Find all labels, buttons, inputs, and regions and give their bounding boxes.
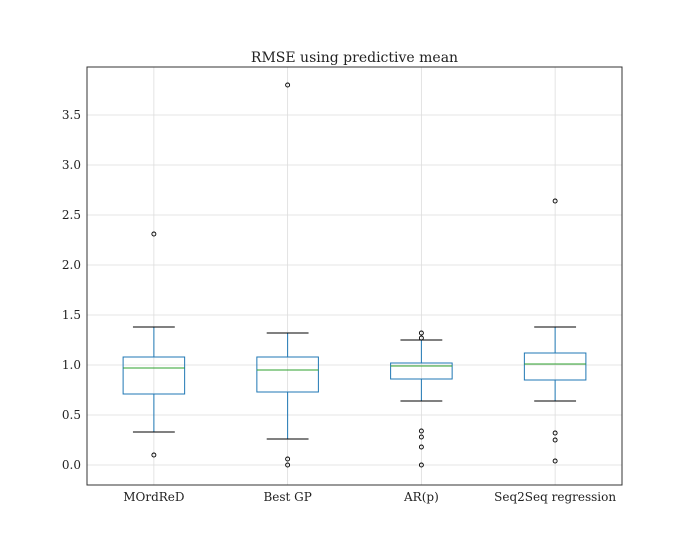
outlier-point bbox=[552, 198, 558, 204]
box bbox=[523, 352, 587, 381]
y-tick-label: 2.5 bbox=[62, 208, 81, 222]
x-tick-label: AR(p) bbox=[403, 490, 439, 504]
outlier-point bbox=[418, 434, 424, 440]
outlier-point bbox=[285, 82, 291, 88]
box bbox=[256, 356, 319, 393]
outlier-point bbox=[151, 452, 157, 458]
axes-frame bbox=[86, 66, 623, 486]
chart-title: RMSE using predictive mean bbox=[251, 50, 458, 66]
y-tick-label: 0.0 bbox=[62, 458, 81, 472]
x-tick-label: Seq2Seq regression bbox=[494, 490, 616, 504]
outlier-point bbox=[418, 330, 424, 336]
y-tick-label: 3.5 bbox=[62, 108, 81, 122]
outlier-point bbox=[552, 430, 558, 436]
outlier-point bbox=[285, 462, 291, 468]
x-tick-label: Best GP bbox=[263, 490, 311, 504]
y-tick-label: 0.5 bbox=[62, 408, 81, 422]
y-tick-label: 1.0 bbox=[62, 358, 81, 372]
outlier-point bbox=[418, 462, 424, 468]
outlier-point bbox=[418, 428, 424, 434]
x-tick-label: MOrdReD bbox=[123, 490, 184, 504]
outlier-point bbox=[418, 335, 424, 341]
outlier-point bbox=[418, 444, 424, 450]
y-tick-label: 1.5 bbox=[62, 308, 81, 322]
outlier-point bbox=[552, 458, 558, 464]
y-tick-label: 2.0 bbox=[62, 258, 81, 272]
outlier-point bbox=[151, 231, 157, 237]
outlier-point bbox=[285, 456, 291, 462]
plot-area bbox=[87, 67, 622, 485]
outlier-point bbox=[552, 437, 558, 443]
y-tick-label: 3.0 bbox=[62, 158, 81, 172]
box bbox=[122, 356, 186, 395]
box bbox=[390, 362, 453, 380]
